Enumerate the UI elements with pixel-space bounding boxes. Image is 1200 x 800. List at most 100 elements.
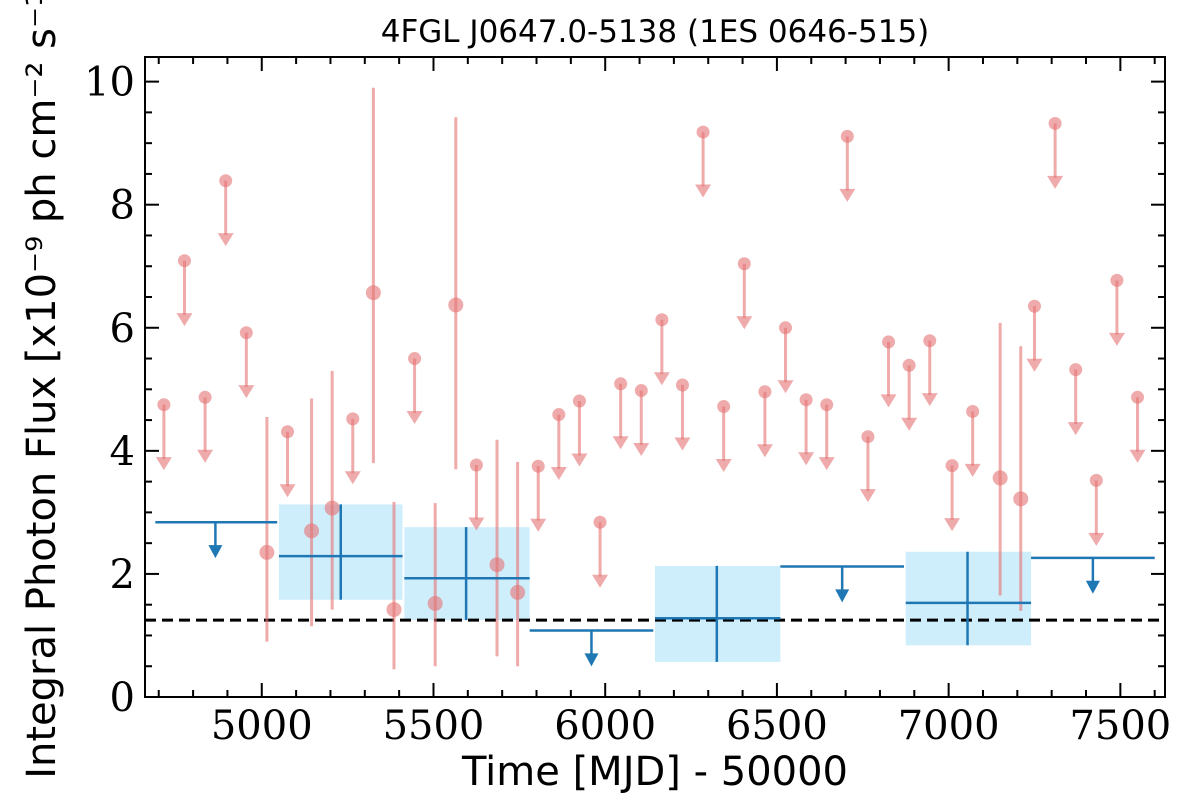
- short-bin-upper-limit-point: [655, 313, 669, 327]
- short-bin-upper-limit-point: [346, 412, 360, 426]
- long-bin-bands: [278, 504, 1032, 662]
- short-bin-upper-limit-point: [1069, 363, 1083, 377]
- chart-title: 4FGL J0647.0-5138 (1ES 0646-515): [381, 14, 930, 50]
- long-bin-upper-limit-arrow: [1085, 580, 1100, 594]
- short-bin-upper-limit-point: [572, 394, 586, 408]
- short-bin-point: [365, 285, 381, 301]
- short-bin-upper-limit-arrow: [238, 385, 255, 399]
- short-bin-point: [386, 602, 402, 618]
- short-bin-upper-limit-point: [614, 377, 628, 391]
- y-tick-label: 4: [110, 429, 135, 475]
- y-tick-label: 8: [110, 183, 135, 229]
- short-bin-upper-limit-point: [820, 398, 834, 412]
- short-bin-point: [992, 470, 1008, 486]
- short-bin-upper-limit-arrow: [1108, 332, 1125, 346]
- short-bin-point: [1013, 491, 1029, 507]
- short-bin-upper-limit-arrow: [217, 233, 234, 247]
- long-bin-series: [155, 504, 1155, 667]
- short-bin-upper-limit-arrow: [279, 484, 296, 498]
- short-bin-point: [259, 544, 275, 560]
- short-bin-upper-limit-arrow: [571, 453, 588, 467]
- plot-frame: [144, 56, 1166, 698]
- axis-ticks: 5000 5500 6000 6500 7000 7500 0 2 4 6 8 10: [84, 57, 1171, 749]
- short-bin-upper-limit-arrow: [798, 452, 815, 466]
- short-bin-point: [324, 500, 340, 516]
- short-bin-point: [304, 523, 320, 539]
- long-bin-upper-limit-arrow: [208, 545, 223, 559]
- short-bin-upper-limit-arrow: [653, 372, 670, 386]
- short-bin-series: [155, 87, 1146, 670]
- short-bin-upper-limit-point: [945, 459, 959, 473]
- y-tick-label: 6: [110, 306, 135, 352]
- short-bin-upper-limit-point: [634, 384, 648, 398]
- short-bin-point: [448, 297, 464, 313]
- short-bin-upper-limit-point: [1048, 116, 1062, 130]
- y-axis-label: Integral Photon Flux [x10⁻⁹ ph cm⁻² s⁻¹]: [19, 0, 65, 779]
- short-bin-upper-limit-point: [593, 515, 607, 529]
- short-bin-upper-limit-arrow: [839, 188, 856, 202]
- short-bin-upper-limit-arrow: [818, 457, 835, 471]
- short-bin-upper-limit-arrow: [197, 449, 214, 463]
- short-bin-upper-limit-point: [1110, 273, 1124, 287]
- short-bin-upper-limit-point: [923, 334, 937, 348]
- x-axis-label: Time [MJD] - 50000: [461, 749, 848, 795]
- short-bin-upper-limit-arrow: [695, 184, 712, 198]
- y-tick-label: 10: [84, 60, 135, 106]
- short-bin-upper-limit-point: [469, 458, 483, 472]
- short-bin-upper-limit-point: [675, 378, 689, 392]
- short-bin-point: [489, 557, 505, 573]
- short-bin-upper-limit-arrow: [155, 457, 172, 471]
- short-bin-upper-limit-point: [737, 257, 751, 271]
- short-bin-upper-limit-point: [219, 174, 233, 188]
- short-bin-upper-limit-point: [861, 430, 875, 444]
- short-bin-upper-limit-point: [281, 425, 295, 439]
- y-tick-label: 0: [110, 675, 135, 721]
- short-bin-upper-limit-arrow: [1129, 449, 1146, 463]
- short-bin-upper-limit-point: [408, 352, 422, 366]
- short-bin-point: [427, 595, 443, 611]
- short-bin-upper-limit-arrow: [468, 517, 485, 531]
- y-tick-label: 2: [110, 552, 135, 598]
- short-bin-upper-limit-point: [239, 326, 253, 340]
- short-bin-upper-limit-point: [198, 390, 212, 404]
- short-bin-upper-limit-point: [531, 459, 545, 473]
- short-bin-upper-limit-arrow: [901, 417, 918, 431]
- short-bin-upper-limit-arrow: [1026, 358, 1043, 372]
- x-tick-label: 6500: [726, 703, 828, 749]
- short-bin-upper-limit-point: [840, 129, 854, 143]
- long-bin-upper-limit-arrow: [584, 653, 599, 667]
- short-bin-upper-limit-point: [799, 393, 813, 407]
- x-tick-label: 5500: [383, 703, 485, 749]
- short-bin-upper-limit-arrow: [592, 574, 609, 588]
- short-bin-upper-limit-point: [758, 385, 772, 399]
- short-bin-upper-limit-point: [882, 335, 896, 349]
- short-bin-upper-limit-arrow: [674, 437, 691, 451]
- short-bin-upper-limit-arrow: [880, 394, 897, 408]
- short-bin-upper-limit-arrow: [756, 444, 773, 458]
- x-tick-label: 5000: [211, 703, 313, 749]
- short-bin-upper-limit-arrow: [530, 518, 547, 532]
- short-bin-upper-limit-point: [902, 358, 916, 372]
- x-tick-label: 7000: [898, 703, 1000, 749]
- short-bin-upper-limit-point: [157, 398, 171, 412]
- short-bin-upper-limit-arrow: [921, 393, 938, 407]
- short-bin-upper-limit-point: [1131, 390, 1145, 404]
- short-bin-upper-limit-arrow: [176, 313, 193, 327]
- short-bin-upper-limit-arrow: [406, 411, 423, 424]
- short-bin-upper-limit-arrow: [344, 471, 361, 485]
- short-bin-upper-limit-arrow: [1067, 422, 1084, 436]
- x-tick-label: 6000: [554, 703, 656, 749]
- short-bin-upper-limit-arrow: [859, 489, 876, 503]
- short-bin-upper-limit-point: [1027, 299, 1041, 313]
- short-bin-upper-limit-point: [696, 125, 710, 139]
- short-bin-upper-limit-point: [177, 254, 191, 268]
- long-bin-upper-limit-arrow: [835, 589, 850, 603]
- x-tick-label: 7500: [1069, 703, 1171, 749]
- short-bin-upper-limit-arrow: [1088, 532, 1105, 546]
- short-bin-upper-limit-arrow: [1047, 175, 1064, 189]
- short-bin-upper-limit-arrow: [736, 316, 753, 330]
- short-bin-upper-limit-point: [1089, 473, 1103, 487]
- short-bin-upper-limit-point: [552, 408, 566, 422]
- short-bin-upper-limit-arrow: [633, 443, 650, 456]
